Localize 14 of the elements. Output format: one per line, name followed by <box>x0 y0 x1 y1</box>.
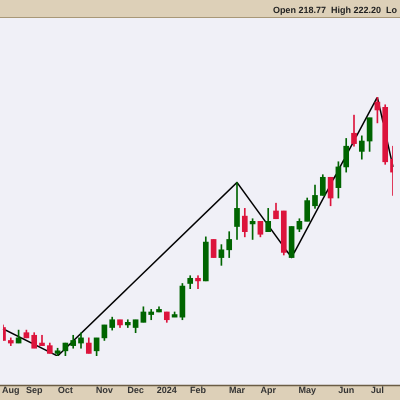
x-tick-label: Sep <box>26 384 43 395</box>
text: Open 218.77 High 222.20 Lo <box>0 0 400 18</box>
x-tick-label: Jul <box>370 384 384 395</box>
x-tick-label: Mar <box>228 384 246 395</box>
candlestick <box>195 275 201 289</box>
x-tick-label: Oct <box>58 384 73 395</box>
x-tick-label: May <box>298 384 316 395</box>
x-tick-label: Feb <box>190 384 206 395</box>
x-tick-label: Nov <box>96 384 113 395</box>
x-tick-label: Dec <box>127 384 144 395</box>
x-tick-label: 2024 <box>156 384 177 395</box>
x-tick-label: Apr <box>260 384 276 395</box>
x-tick-label: Aug <box>2 384 20 395</box>
x-tick-label: Jun <box>338 384 354 395</box>
